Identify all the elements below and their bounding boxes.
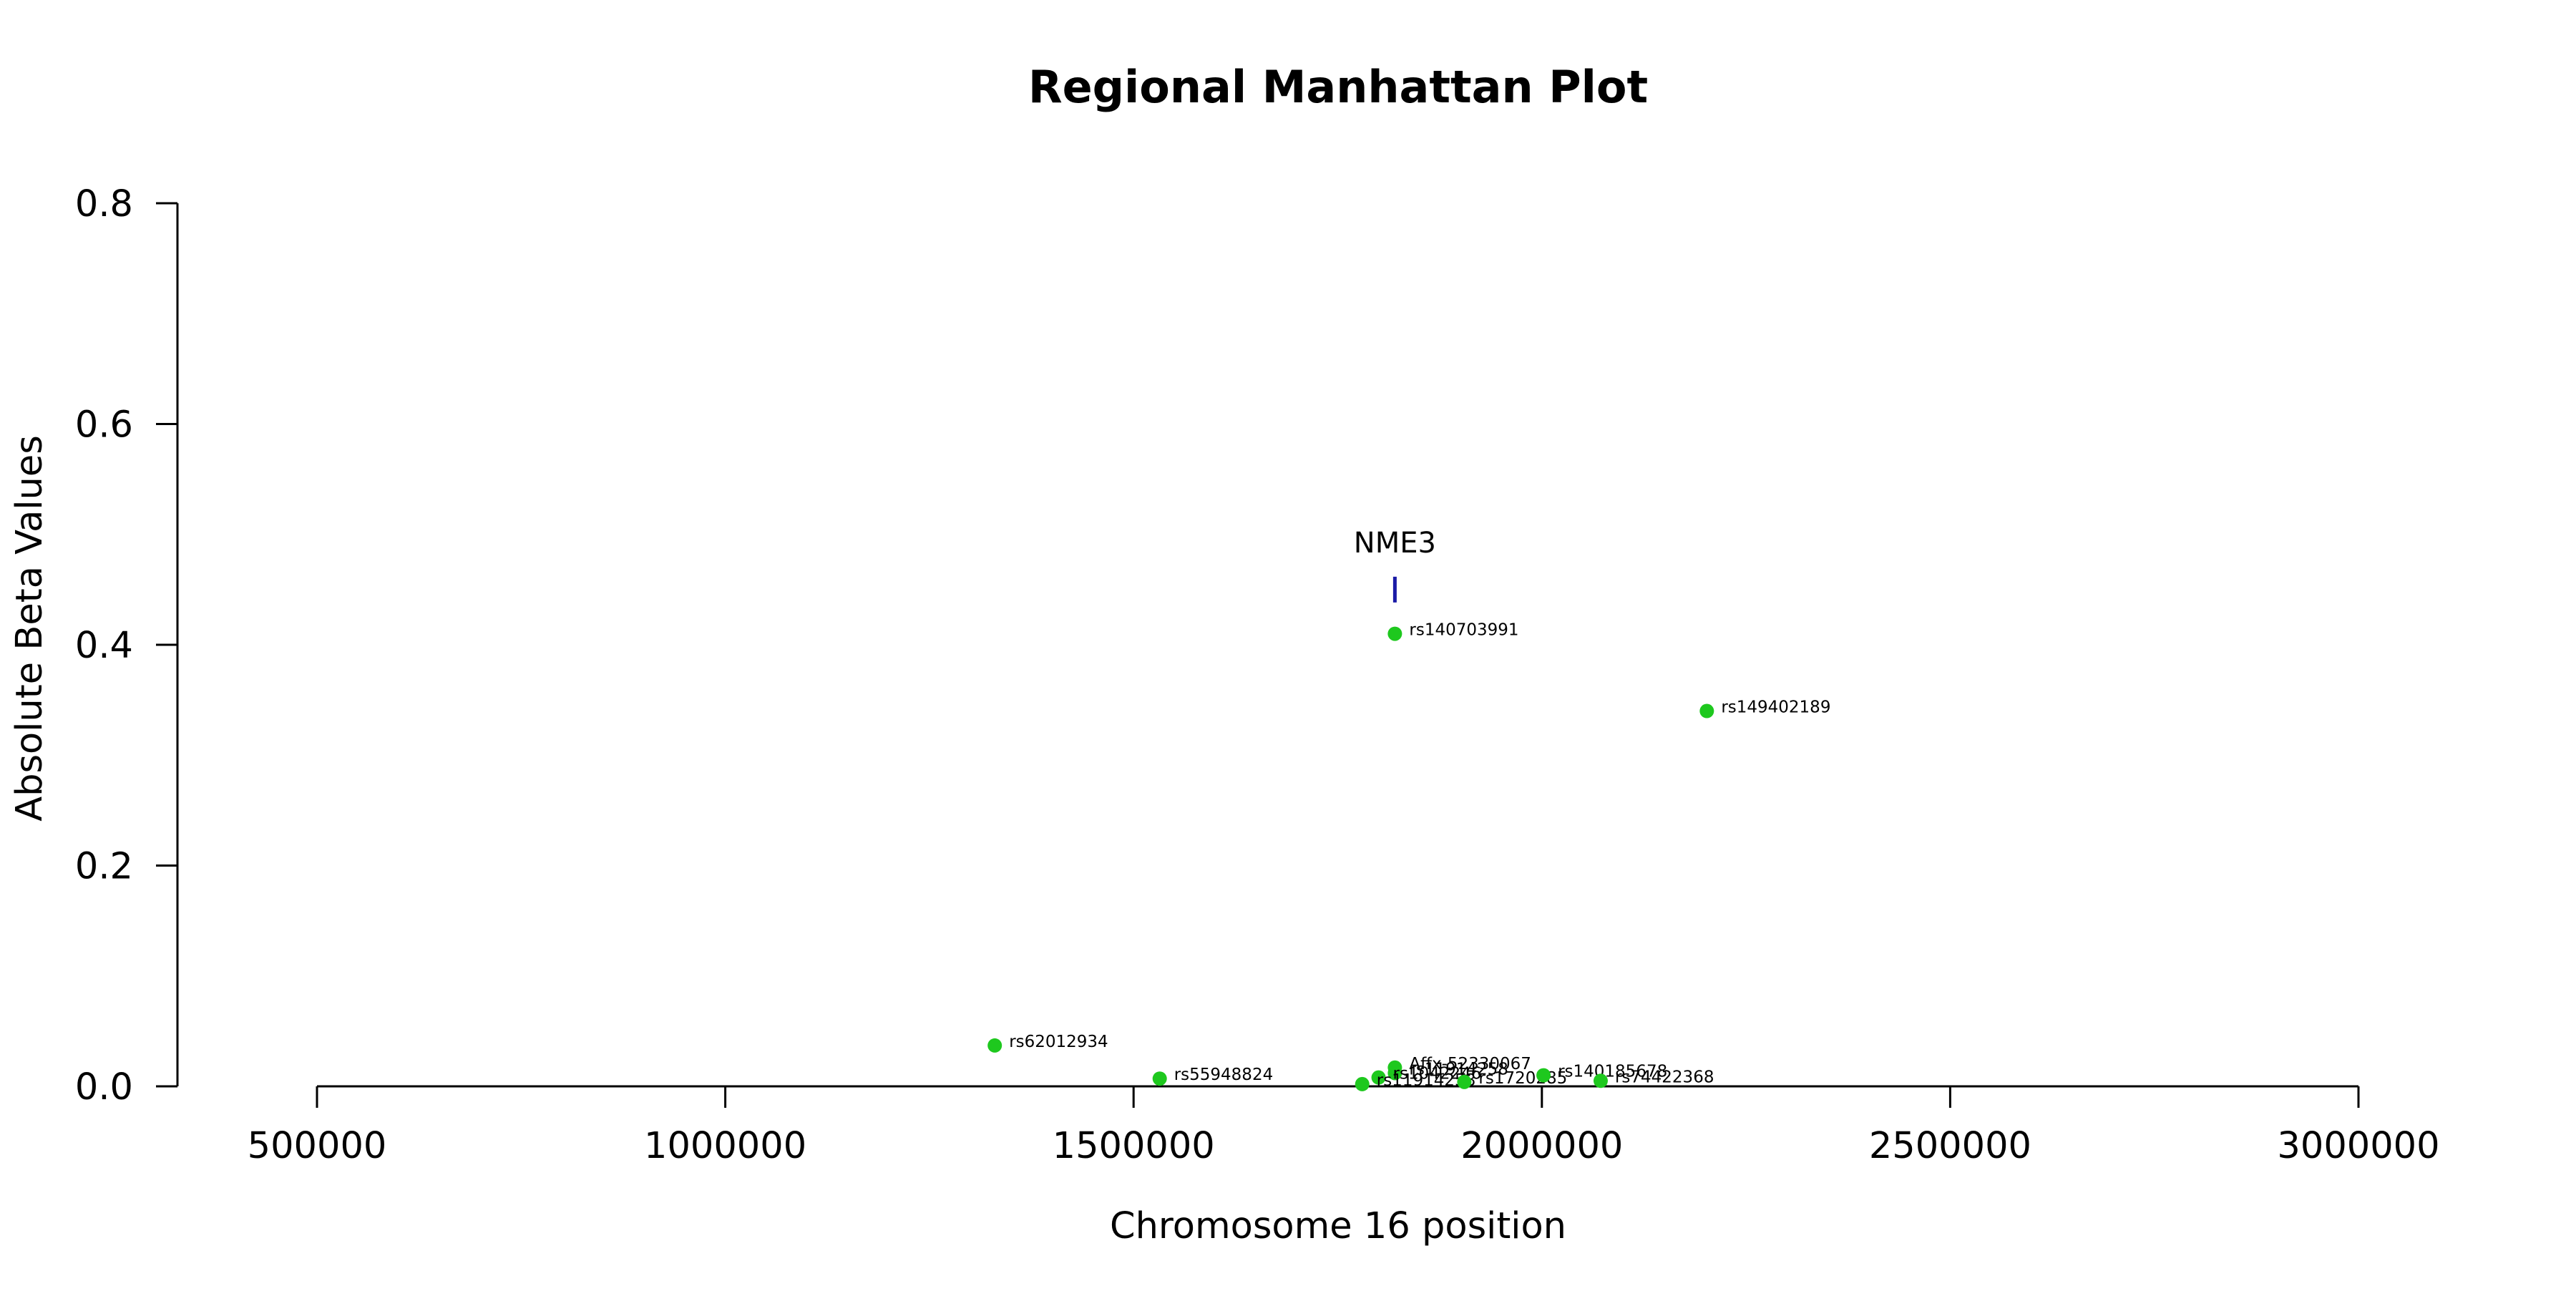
y-tick-label: 0.4 [75,625,133,667]
x-axis-label: Chromosome 16 position [1110,1205,1566,1247]
data-point [1387,626,1402,641]
data-point-label: rs140703991 [1409,621,1518,640]
data-point-label: rs149402189 [1721,698,1830,717]
x-tick-label: 2500000 [1869,1125,2031,1167]
data-point [1387,1066,1402,1081]
gene-annotations: NME3 [1354,527,1436,603]
data-point-label: rs62012934 [1009,1033,1108,1051]
y-tick-label: 0.0 [75,1066,133,1109]
y-tick-label: 0.2 [75,846,133,888]
data-point-label: rs74422368 [1615,1068,1714,1086]
y-tick-label: 0.8 [75,183,133,225]
data-point [1371,1070,1386,1085]
data-point-label: rs140185678 [1558,1063,1667,1081]
axes: 0.0 0.2 0.4 0.6 0.8 500000 1000000 1500000 20000… [75,183,2440,1167]
data-point [987,1038,1002,1053]
x-tick-label: 1500000 [1053,1125,1215,1167]
data-point-label: Affx-52330067 [1409,1055,1531,1073]
chart-title: Regional Manhattan Plot [1028,61,1648,113]
data-point [1355,1076,1370,1091]
data-points: rs140703991 rs149402189 rs62012934 rs559488… [987,621,1830,1091]
x-tick-label: 2000000 [1460,1125,1623,1167]
data-point [1457,1074,1472,1089]
y-tick-label: 0.6 [75,404,133,447]
data-point [1536,1068,1551,1083]
data-point-label: rs1720285 [1478,1069,1567,1088]
x-tick-label: 500000 [248,1125,387,1167]
data-point-label: rs11914258 [1409,1060,1508,1078]
gene-label: NME3 [1354,527,1436,560]
data-point [1152,1071,1167,1086]
data-point-label: rs55948824 [1174,1066,1274,1084]
data-point [1699,703,1714,718]
x-tick-label: 3000000 [2277,1125,2439,1167]
y-axis-label: Absolute Beta Values [9,435,51,822]
x-tick-label: 1000000 [644,1125,806,1167]
data-point [1593,1073,1608,1088]
